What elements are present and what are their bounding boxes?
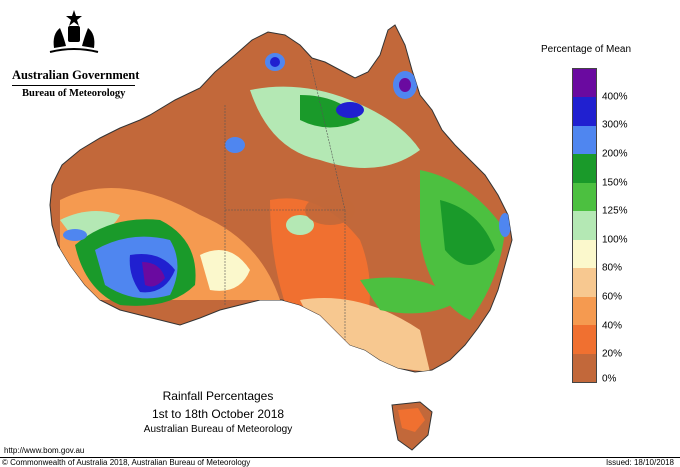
rain-zone-150pct-east — [440, 200, 495, 265]
logo-divider — [12, 85, 135, 86]
copyright-notice: © Commonwealth of Australia 2018, Austra… — [2, 458, 251, 467]
legend-label: 200% — [602, 148, 628, 160]
rain-zone-125pct-south — [360, 277, 460, 314]
rain-zone-100pct-centre — [286, 215, 314, 235]
legend-title: Percentage of Mean — [541, 44, 632, 55]
government-name: Australian Government — [12, 68, 140, 82]
issued-date: Issued: 18/10/2018 — [605, 458, 674, 467]
footer-divider — [0, 457, 680, 458]
rain-zone-150pct-north — [300, 95, 360, 128]
legend-label: 0% — [602, 373, 617, 385]
legend-swatch — [573, 325, 596, 354]
rain-zone-300pct-topend — [270, 57, 280, 67]
caption-title: Rainfall Percentages — [162, 389, 274, 403]
legend-swatch — [573, 154, 596, 183]
legend-swatch — [573, 97, 596, 126]
government-logo: Australian Government Bureau of Meteorol… — [8, 8, 140, 99]
legend-swatch — [573, 211, 596, 240]
legend-label: 300% — [602, 119, 628, 131]
rain-zone-100pct-north — [250, 86, 420, 168]
legend-label: 40% — [602, 320, 623, 332]
legend-label: 400% — [602, 91, 628, 103]
legend-color-bar — [572, 68, 597, 383]
rain-zone-200pct-kimberley — [225, 137, 245, 153]
map-caption: Rainfall Percentages 1st to 18th October… — [138, 387, 298, 437]
legend-swatch — [573, 296, 596, 326]
rain-zone-200pct-pilbara — [63, 229, 87, 241]
legend-swatch — [573, 239, 596, 269]
legend-swatch — [573, 268, 596, 297]
rain-zone-300pct-gulf — [336, 102, 364, 118]
legend-swatch — [573, 182, 596, 212]
rain-zone-400pct-west — [142, 262, 165, 287]
legend-label: 100% — [602, 234, 628, 246]
website-url: http://www.bom.gov.au — [4, 446, 85, 455]
legend-label: 125% — [602, 205, 628, 217]
legend-swatch — [573, 69, 596, 98]
state-border-nt-qld — [309, 59, 346, 211]
legend-label: 80% — [602, 262, 623, 274]
rain-zone-200pct-coast — [499, 213, 511, 237]
legend-label: 150% — [602, 177, 628, 189]
rain-zone-400pct-cape — [399, 78, 411, 92]
bureau-name: Bureau of Meteorology — [22, 88, 126, 99]
caption-period: 1st to 18th October 2018 — [151, 407, 285, 421]
legend-labels: 400% 300% 200% 150% 125% 100% 80% 60% 40% 20% 0% — [602, 68, 662, 385]
legend-swatch — [573, 125, 596, 155]
legend-label: 60% — [602, 291, 623, 303]
caption-source: Australian Bureau of Meteorology — [143, 424, 293, 435]
legend-swatch — [573, 353, 596, 382]
coat-of-arms-icon — [49, 10, 99, 53]
legend-label: 20% — [602, 348, 623, 360]
